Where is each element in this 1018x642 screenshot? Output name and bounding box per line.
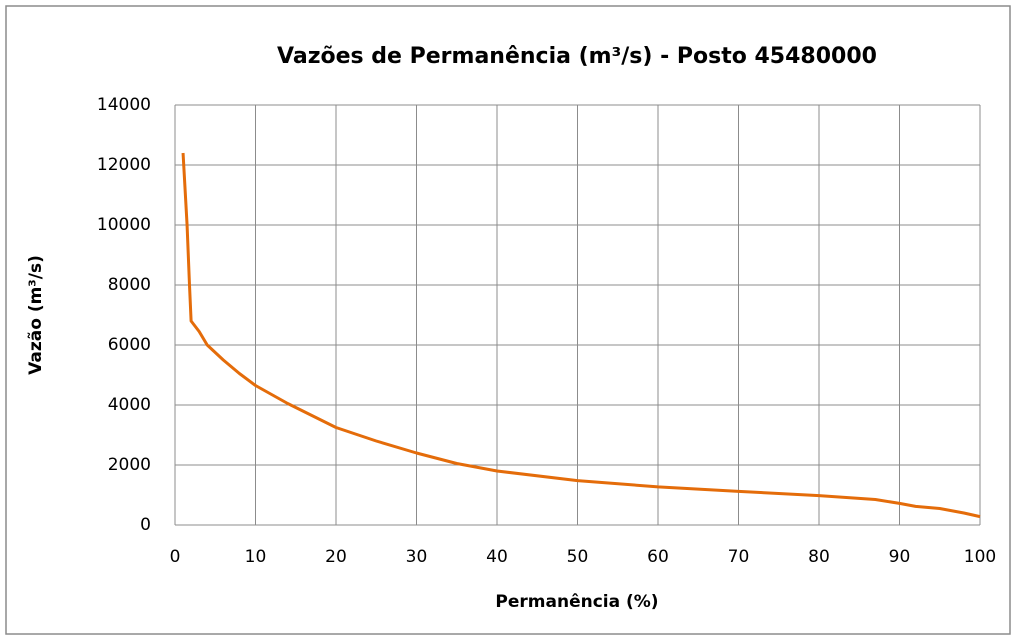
chart-title: Vazões de Permanência (m³/s) - Posto 454… — [277, 44, 877, 69]
y-tick-label: 8000 — [108, 275, 151, 295]
x-tick-label: 20 — [325, 547, 347, 567]
x-tick-label: 40 — [486, 547, 508, 567]
y-tick-label: 6000 — [108, 335, 151, 355]
x-tick-label: 100 — [964, 547, 996, 567]
y-tick-label: 12000 — [97, 155, 151, 175]
x-tick-label: 60 — [647, 547, 669, 567]
x-axis-title: Permanência (%) — [495, 592, 658, 612]
chart-frame — [5, 5, 1011, 635]
x-tick-label: 90 — [889, 547, 911, 567]
y-axis-title: Vazão (m³/s) — [26, 255, 46, 375]
x-tick-label: 50 — [567, 547, 589, 567]
y-tick-label: 2000 — [108, 455, 151, 475]
x-tick-label: 30 — [406, 547, 428, 567]
x-tick-label: 0 — [170, 547, 181, 567]
y-tick-label: 10000 — [97, 215, 151, 235]
y-tick-label: 4000 — [108, 395, 151, 415]
x-tick-label: 80 — [808, 547, 830, 567]
y-tick-label: 14000 — [97, 95, 151, 115]
x-tick-label: 10 — [245, 547, 267, 567]
data-line — [181, 152, 981, 519]
x-tick-label: 70 — [728, 547, 750, 567]
y-tick-label: 0 — [140, 515, 151, 535]
